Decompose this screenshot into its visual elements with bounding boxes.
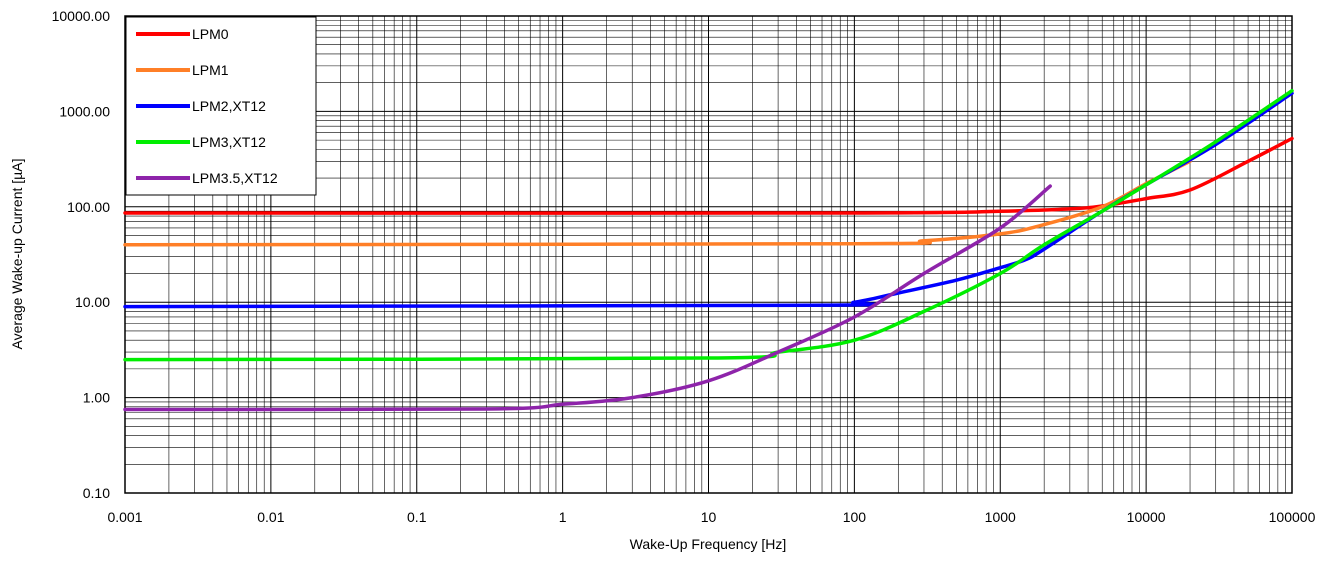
series-lines [123,88,1294,412]
legend-label-lpm1: LPM1 [192,62,229,78]
x-tick-label: 1 [559,509,567,525]
x-tick-label: 10 [701,509,717,525]
x-tick-label: 0.001 [107,509,142,525]
series-line-lpm3-5-xt12 [123,184,1052,412]
series-line-lpm0 [123,136,1294,215]
x-tick-label: 0.01 [257,509,284,525]
x-axis-label: Wake-Up Frequency [Hz] [630,536,787,552]
legend-label-lpm0: LPM0 [192,26,229,42]
y-tick-labels: 0.10 1.00 10.00 100.00 1000.00 10000.00 [52,8,111,501]
y-tick-label: 1.00 [83,390,110,406]
x-tick-labels: 0.001 0.01 0.1 1 10 100 1000 10000 100000 [107,509,1315,525]
y-tick-label: 1000.00 [59,103,110,119]
plot-frame [124,15,1293,494]
y-tick-label: 100.00 [67,199,110,215]
x-tick-label: 10000 [1127,509,1166,525]
y-tick-label: 10000.00 [52,8,111,24]
y-tick-label: 0.10 [83,485,110,501]
x-tick-label: 1000 [985,509,1016,525]
x-tick-label: 100000 [1269,509,1316,525]
series-line-lpm1 [123,159,1192,247]
legend-label-lpm3-xt12: LPM3,XT12 [192,134,266,150]
y-tick-label: 10.00 [75,294,110,310]
grid [124,16,1292,494]
y-axis-label: Average Wake-up Current [µA] [9,159,25,350]
x-tick-label: 100 [843,509,867,525]
x-tick-label: 0.1 [407,509,427,525]
legend-label-lpm3-5-xt12: LPM3.5,XT12 [192,170,278,186]
series-line-lpm3-xt12 [123,88,1294,362]
legend-label-lpm2-xt12: LPM2,XT12 [192,98,266,114]
legend: LPM0 LPM1 LPM2,XT12 LPM3,XT12 LPM3.5,XT12 [125,16,317,196]
